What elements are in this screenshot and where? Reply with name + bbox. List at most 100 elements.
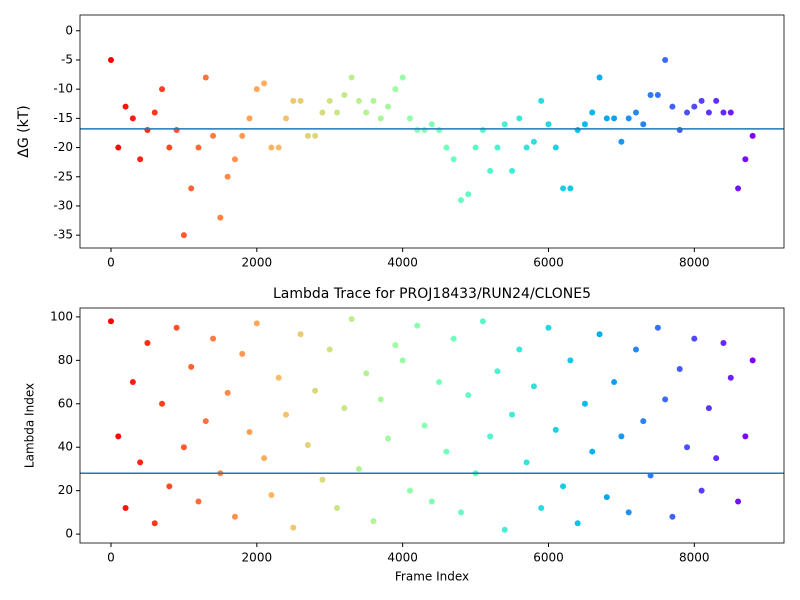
point <box>742 156 749 163</box>
point <box>173 127 180 134</box>
point <box>261 80 268 87</box>
point <box>662 396 669 403</box>
point <box>465 191 472 198</box>
point <box>479 318 486 325</box>
x-tick-label: 6000 <box>533 256 564 270</box>
point <box>304 442 311 449</box>
point <box>159 400 166 407</box>
point <box>611 379 618 386</box>
point <box>720 109 727 116</box>
point <box>501 121 508 128</box>
point <box>202 418 209 425</box>
point <box>355 97 362 104</box>
point <box>647 92 654 99</box>
y-tick-label: 40 <box>58 440 73 454</box>
point <box>596 331 603 338</box>
point <box>705 109 712 116</box>
point <box>457 197 464 204</box>
point <box>538 505 545 512</box>
y-tick-label: -20 <box>53 140 73 154</box>
point <box>122 103 129 110</box>
point <box>246 429 253 436</box>
point <box>596 74 603 81</box>
point <box>567 357 574 364</box>
point <box>720 339 727 346</box>
point <box>625 509 632 516</box>
point <box>662 56 669 63</box>
point <box>589 109 596 116</box>
point <box>560 185 567 192</box>
point <box>632 109 639 116</box>
point <box>253 86 260 93</box>
x-tick-label: 8000 <box>679 256 710 270</box>
point <box>282 115 289 122</box>
point <box>231 513 238 520</box>
point <box>385 435 392 442</box>
point <box>509 167 516 174</box>
point <box>589 448 596 455</box>
point <box>173 324 180 331</box>
y-axis-label: ΔG (kT) <box>16 105 32 157</box>
point <box>195 144 202 151</box>
point <box>523 459 530 466</box>
point <box>326 97 333 104</box>
point <box>297 331 304 338</box>
point <box>224 389 231 396</box>
point <box>275 374 282 381</box>
point <box>115 433 122 440</box>
y-tick-label: -10 <box>53 82 73 96</box>
point <box>268 492 275 499</box>
point <box>348 74 355 81</box>
point <box>567 185 574 192</box>
point <box>129 115 136 122</box>
point <box>363 370 370 377</box>
point <box>159 86 166 93</box>
point <box>406 487 413 494</box>
point <box>581 400 588 407</box>
point <box>618 433 625 440</box>
point <box>122 505 129 512</box>
point <box>684 444 691 451</box>
point <box>479 127 486 134</box>
point <box>355 465 362 472</box>
y-tick-label: -30 <box>53 198 73 212</box>
point <box>581 121 588 128</box>
point <box>552 426 559 433</box>
point <box>180 232 187 239</box>
point <box>560 483 567 490</box>
point <box>450 335 457 342</box>
point <box>319 476 326 483</box>
y-tick-label: 80 <box>58 353 73 367</box>
point <box>574 520 581 527</box>
point <box>202 74 209 81</box>
point <box>735 185 742 192</box>
point <box>188 363 195 370</box>
point <box>501 526 508 533</box>
point <box>246 115 253 122</box>
point <box>676 127 683 134</box>
point <box>210 335 217 342</box>
point <box>282 411 289 418</box>
axes-frame <box>79 307 785 544</box>
point <box>698 97 705 104</box>
point <box>450 156 457 163</box>
point <box>319 109 326 116</box>
point <box>691 103 698 110</box>
x-tick-label: 4000 <box>387 256 418 270</box>
y-tick-label: -25 <box>53 169 73 183</box>
point <box>436 127 443 134</box>
point <box>654 324 661 331</box>
point <box>406 115 413 122</box>
point <box>151 109 158 116</box>
point <box>545 121 552 128</box>
point <box>684 109 691 116</box>
point <box>392 86 399 93</box>
point <box>735 498 742 505</box>
chart-title: Lambda Trace for PROJ18433/RUN24/CLONE5 <box>273 286 591 302</box>
point <box>698 487 705 494</box>
point <box>188 185 195 192</box>
x-tick-label: 6000 <box>533 551 564 565</box>
point <box>275 144 282 151</box>
point <box>552 144 559 151</box>
